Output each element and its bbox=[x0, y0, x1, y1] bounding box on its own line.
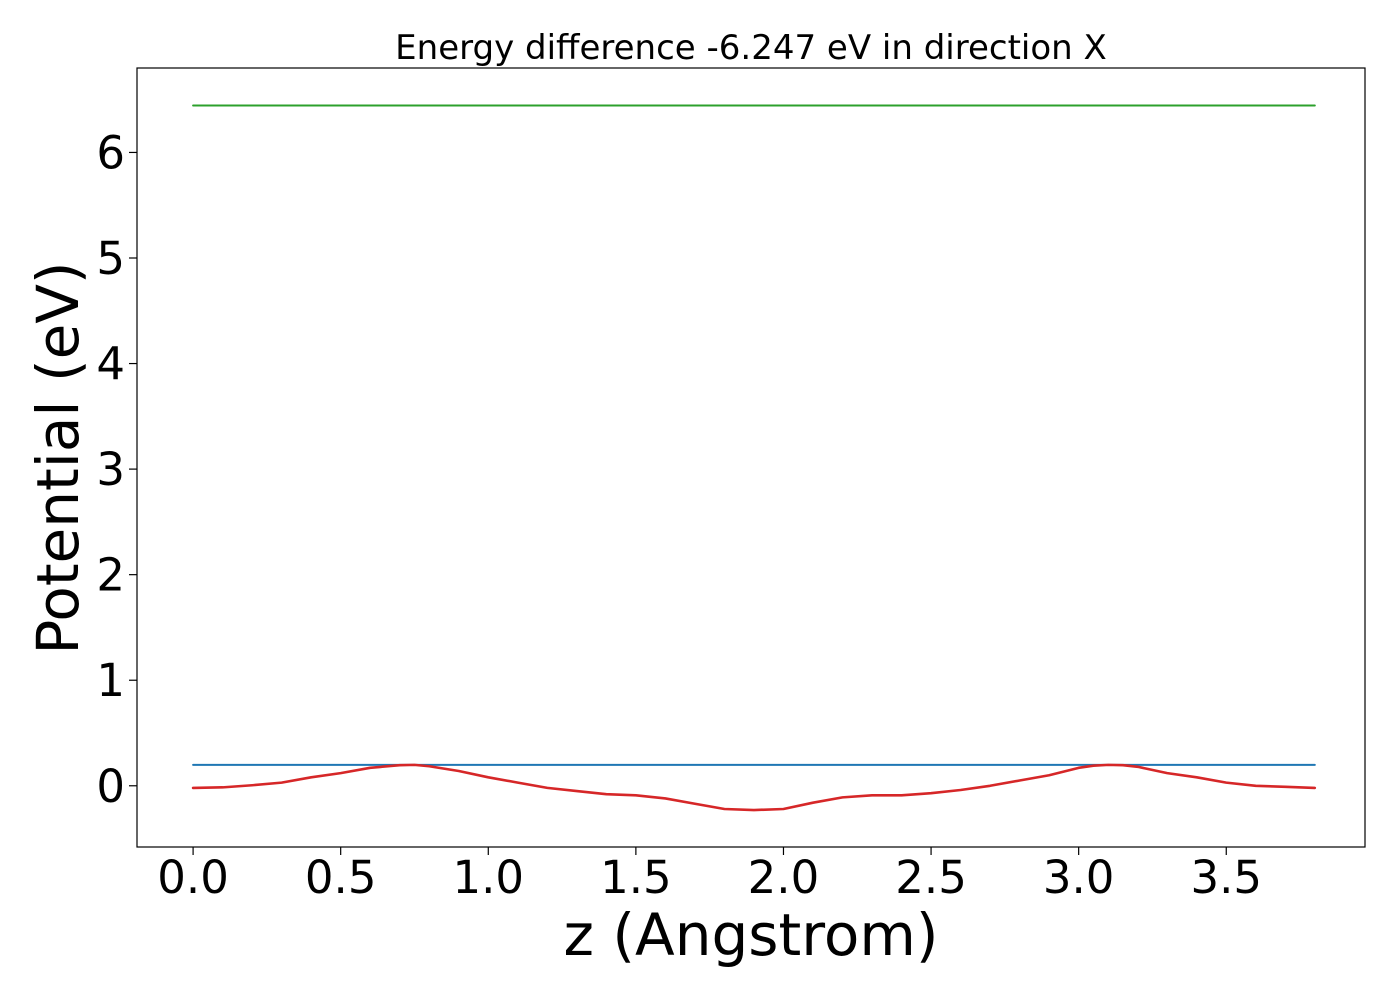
x-tick-label: 3.5 bbox=[1190, 851, 1262, 904]
x-tick-label: 2.0 bbox=[748, 851, 820, 904]
plot-frame bbox=[136, 67, 1366, 848]
y-tick-label: 6 bbox=[96, 126, 125, 179]
series-line-3 bbox=[191, 763, 1317, 812]
x-tick-label: 2.5 bbox=[895, 851, 967, 904]
series-layer bbox=[191, 104, 1317, 812]
y-axis-label: Potential (eV) bbox=[24, 261, 92, 654]
x-tick-label: 1.5 bbox=[600, 851, 672, 904]
x-tick-label: 0.0 bbox=[157, 851, 229, 904]
y-axis: 0 1 2 3 4 5 6 bbox=[96, 126, 137, 813]
y-tick-label: 2 bbox=[96, 549, 125, 602]
y-tick-label: 4 bbox=[96, 338, 125, 391]
x-tick-label: 1.0 bbox=[452, 851, 524, 904]
x-axis: 0.0 0.5 1.0 1.5 2.0 2.5 3.0 3.5 bbox=[157, 847, 1262, 904]
x-tick-label: 0.5 bbox=[305, 851, 377, 904]
chart-title: Energy difference -6.247 eV in direction… bbox=[395, 28, 1107, 68]
x-axis-label: z (Angstrom) bbox=[564, 901, 939, 969]
y-tick-label: 5 bbox=[96, 232, 125, 285]
y-tick-label: 0 bbox=[96, 760, 125, 813]
y-tick-label: 3 bbox=[96, 443, 125, 496]
x-tick-label: 3.0 bbox=[1043, 851, 1115, 904]
y-tick-label: 1 bbox=[96, 654, 125, 707]
